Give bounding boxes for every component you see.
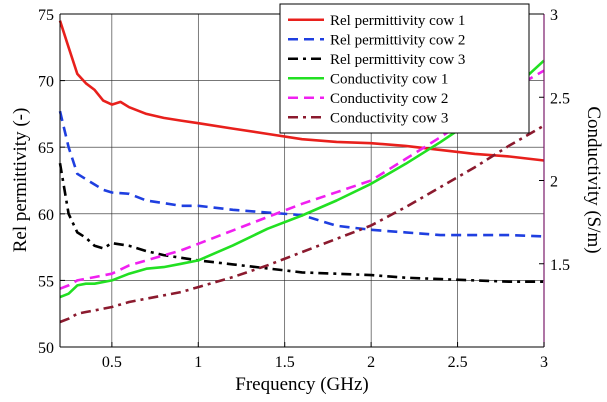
y-right-tick-label-3: 3 [550, 7, 558, 24]
x-tick-label-0: 0.5 [102, 354, 122, 371]
x-tick-label-4: 2.5 [448, 354, 468, 371]
y-left-axis-title: Rel permittivity (-) [10, 108, 31, 253]
y-right-tick-label-2: 2.5 [550, 90, 570, 107]
y-left-tick-label-0: 50 [38, 340, 54, 357]
series-line-1 [58, 20, 545, 162]
tick-labels: 0.5 1 1.5 2 2.5 3 50 55 60 65 70 75 1.5 2 2.5 3 [38, 7, 570, 371]
x-tick-label-1: 1 [194, 354, 202, 371]
y-left-tick-label-2: 60 [38, 207, 54, 224]
x-tick-label-5: 3 [540, 354, 548, 371]
y-right-axis-title: Conductivity (S/m) [583, 106, 604, 253]
legend-label-5: Conductivity cow 2 [330, 91, 448, 107]
y-right-tick-label-0: 1.5 [550, 257, 570, 274]
legend-label-6: Conductivity cow 3 [330, 110, 448, 126]
y-left-tick-label-1: 55 [38, 273, 54, 290]
x-axis-title: Frequency (GHz) [235, 374, 368, 395]
legend-box [279, 3, 530, 134]
x-tick-label-3: 2 [367, 354, 375, 371]
y-left-tick-label-5: 75 [38, 7, 54, 24]
legend-label-4: Conductivity cow 1 [330, 71, 448, 87]
legend-label-1: Rel permittivity cow 1 [330, 13, 465, 29]
legend-label-2: Rel permittivity cow 2 [330, 32, 465, 48]
x-tick-label-2: 1.5 [275, 354, 295, 371]
series-line-6 [59, 124, 545, 324]
series-lines [58, 20, 545, 324]
y-left-tick-label-4: 70 [38, 74, 54, 91]
y-right-tick-label-1: 2 [550, 174, 558, 191]
legend: Rel permittivity cow 1 Rel permittivity c… [279, 3, 530, 134]
legend-label-3: Rel permittivity cow 3 [330, 52, 465, 68]
series-line-5 [59, 69, 545, 290]
series-line-4 [59, 59, 545, 299]
y-left-tick-label-3: 65 [38, 140, 54, 157]
series-line-2 [58, 110, 545, 238]
series-line-3 [58, 162, 544, 284]
